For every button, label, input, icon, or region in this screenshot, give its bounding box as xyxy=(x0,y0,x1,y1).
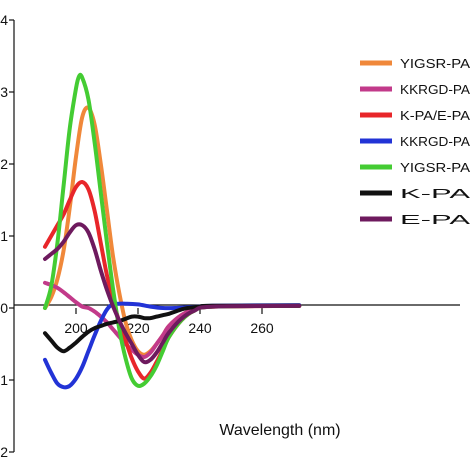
plot-area: -2 -1 0 1 2 3 4 200 220 240 260 xyxy=(0,12,460,460)
legend-label: K-PA xyxy=(400,186,471,201)
series-line xyxy=(43,301,302,390)
series-line xyxy=(43,222,302,365)
series-layer xyxy=(43,72,302,390)
y-tick-label: 4 xyxy=(0,12,8,28)
legend-label: KKRGD-PA xyxy=(400,134,470,149)
legend-label: E-PA xyxy=(400,212,471,227)
series-line xyxy=(43,105,302,357)
x-ticks: 200 220 240 260 xyxy=(64,308,274,336)
y-tick-label: 2 xyxy=(0,156,8,172)
legend-label: K-PA/E-PA xyxy=(400,108,470,123)
legend-label: KKRGD-PA xyxy=(400,82,470,97)
x-tick-label: 220 xyxy=(126,320,150,336)
x-axis-title: Wavelength (nm) xyxy=(219,422,340,439)
y-tick-label: -2 xyxy=(0,444,8,460)
x-tick-label: 260 xyxy=(250,320,274,336)
series-line xyxy=(43,303,302,354)
x-tick-label: 240 xyxy=(188,320,212,336)
legend: YIGSR-PA KKRGD-PA K-PA/E-PA KKRGD-PA YIGSR-P… xyxy=(360,56,471,227)
y-tick-label: 0 xyxy=(0,300,8,316)
y-tick-label: 1 xyxy=(0,228,8,244)
legend-label: YIGSR-PA xyxy=(400,56,470,71)
series-line xyxy=(43,179,302,381)
y-ticks: -2 -1 0 1 2 3 4 xyxy=(0,12,14,460)
x-tick-label: 200 xyxy=(64,320,88,336)
y-tick-label: -1 xyxy=(0,372,8,388)
legend-label: YIGSR-PA xyxy=(400,160,470,175)
y-tick-label: 3 xyxy=(0,84,8,100)
